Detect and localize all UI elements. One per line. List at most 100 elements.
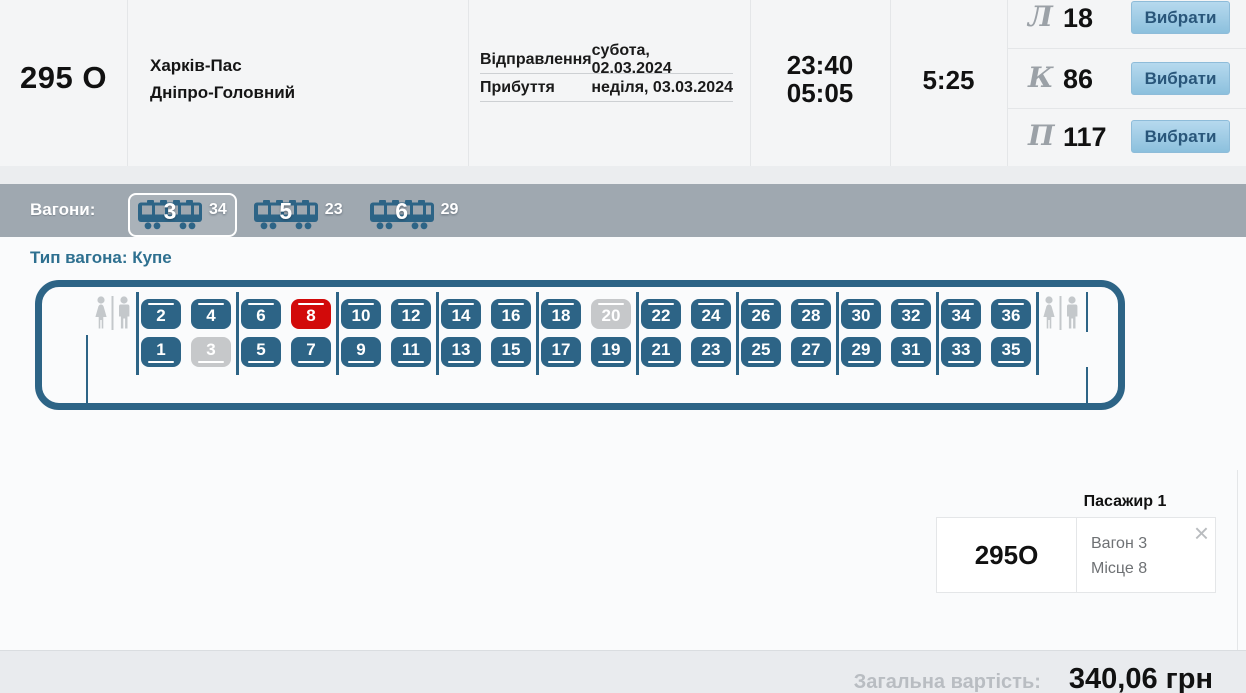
arrival-label: Прибуття: [480, 78, 555, 96]
seat-class-list: Л 18 Вибрати К 86 Вибрати П 117 Вибрати: [1007, 0, 1246, 166]
compartment-divider: [436, 292, 439, 375]
seat-16[interactable]: 16: [491, 299, 531, 329]
wagon-free-count: 23: [324, 201, 343, 218]
seat-number: 27: [801, 340, 821, 359]
seat-15[interactable]: 15: [491, 337, 531, 367]
seat-number: 8: [306, 306, 316, 325]
times-block: 23:40 05:05: [750, 51, 890, 107]
compartment-divider: [536, 292, 539, 375]
berth-line: [548, 361, 574, 363]
choose-class-Л-button[interactable]: Вибрати: [1131, 1, 1230, 34]
column-divider: [890, 0, 891, 166]
class-free-count: 18: [1063, 3, 1094, 33]
seat-number: 4: [206, 306, 216, 325]
wagon-icon: 5: [253, 199, 318, 230]
seat-6[interactable]: 6: [241, 299, 281, 329]
compartment-divider: [336, 292, 339, 375]
station-to: Дніпро-Головний: [150, 83, 296, 102]
berth-line: [348, 303, 374, 305]
berth-line: [748, 361, 774, 363]
berth-line: [248, 303, 274, 305]
seat-11[interactable]: 11: [391, 337, 431, 367]
seat-18[interactable]: 18: [541, 299, 581, 329]
class-code: К: [1028, 61, 1054, 94]
departure-time: 23:40: [786, 50, 854, 80]
seat-5[interactable]: 5: [241, 337, 281, 367]
seat-8[interactable]: 8: [291, 299, 331, 329]
seat-number: 7: [306, 340, 316, 359]
seat-12[interactable]: 12: [391, 299, 431, 329]
berth-line: [798, 361, 824, 363]
seat-31[interactable]: 31: [891, 337, 931, 367]
remove-passenger-button[interactable]: ×: [1193, 518, 1209, 548]
wagons-bar: Вагони: 3 34: [0, 184, 1246, 237]
berth-line: [298, 303, 324, 305]
seat-23[interactable]: 23: [691, 337, 731, 367]
seat-number: 5: [256, 340, 266, 359]
arrival-date: неділя, 03.03.2024: [591, 78, 733, 96]
berth-line: [648, 303, 674, 305]
departure-label: Відправлення: [480, 50, 592, 68]
berth-line: [298, 361, 324, 363]
wagon-icon: 6: [369, 199, 434, 230]
seat-21[interactable]: 21: [641, 337, 681, 367]
compartment-divider: [736, 292, 739, 375]
seat-number: 18: [551, 306, 571, 325]
seat-17[interactable]: 17: [541, 337, 581, 367]
seat-25[interactable]: 25: [741, 337, 781, 367]
seat-3: 3: [191, 337, 231, 367]
seat-24[interactable]: 24: [691, 299, 731, 329]
seat-7[interactable]: 7: [291, 337, 331, 367]
seat-36[interactable]: 36: [991, 299, 1031, 329]
column-divider: [750, 0, 751, 166]
seat-28[interactable]: 28: [791, 299, 831, 329]
dates-block: Відправлення субота, 02.03.2024 Прибуття…: [480, 42, 733, 102]
compartment-divider: [136, 292, 139, 375]
seat-number: 23: [701, 340, 721, 359]
berth-line: [748, 303, 774, 305]
choose-class-К-button[interactable]: Вибрати: [1131, 62, 1230, 95]
seat-34[interactable]: 34: [941, 299, 981, 329]
seat-9[interactable]: 9: [341, 337, 381, 367]
seat-2[interactable]: 2: [141, 299, 181, 329]
seat-30[interactable]: 30: [841, 299, 881, 329]
seat-29[interactable]: 29: [841, 337, 881, 367]
arrival-row: Прибуття неділя, 03.03.2024: [480, 74, 733, 102]
class-free-count: 86: [1063, 64, 1094, 94]
seat-35[interactable]: 35: [991, 337, 1031, 367]
wagon-tab-6[interactable]: 6 29: [360, 193, 469, 237]
seat-grid: 2 4 6 8 10 12 14 16 18 20 22 24 26 28 30 32 34 36 1 3 5 7 9 11 1…: [42, 287, 1118, 403]
seat-33[interactable]: 33: [941, 337, 981, 367]
seat-number: 10: [351, 306, 371, 325]
seat-27[interactable]: 27: [791, 337, 831, 367]
seat-22[interactable]: 22: [641, 299, 681, 329]
total-value: 340,06 грн: [1068, 663, 1213, 693]
berth-line: [598, 361, 624, 363]
seat-number: 9: [356, 340, 366, 359]
berth-line: [148, 303, 174, 305]
wc-icon: [92, 295, 134, 333]
seat-1[interactable]: 1: [141, 337, 181, 367]
seat-number: 3: [206, 340, 216, 359]
seat-14[interactable]: 14: [441, 299, 481, 329]
column-divider: [468, 0, 469, 166]
seat-number: 26: [751, 306, 771, 325]
seat-32[interactable]: 32: [891, 299, 931, 329]
seat-number: 29: [851, 340, 871, 359]
total-label: Загальна вартість:: [853, 671, 1041, 693]
seat-20: 20: [591, 299, 631, 329]
berth-line: [998, 303, 1024, 305]
seat-26[interactable]: 26: [741, 299, 781, 329]
seat-number: 21: [651, 340, 671, 359]
seat-4[interactable]: 4: [191, 299, 231, 329]
seat-10[interactable]: 10: [341, 299, 381, 329]
seat-number: 14: [451, 306, 471, 325]
seat-number: 35: [1001, 340, 1021, 359]
choose-class-П-button[interactable]: Вибрати: [1131, 120, 1230, 153]
seat-13[interactable]: 13: [441, 337, 481, 367]
seat-19[interactable]: 19: [591, 337, 631, 367]
wagon-tab-5[interactable]: 5 23: [244, 193, 353, 237]
berth-line: [848, 361, 874, 363]
wagon-tab-3[interactable]: 3 34: [128, 193, 237, 237]
class-code: Л: [1028, 0, 1053, 33]
